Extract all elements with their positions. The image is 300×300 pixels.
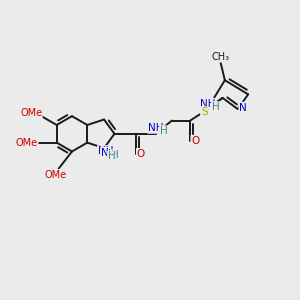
Text: NH: NH [200,99,215,109]
Text: NH: NH [98,146,113,156]
Text: OMe: OMe [20,109,42,118]
Text: O: O [191,136,200,146]
Text: NH: NH [98,148,113,158]
Text: OMe: OMe [16,138,38,148]
Text: OMe: OMe [45,170,67,180]
Text: CH₃: CH₃ [212,52,230,62]
Text: H: H [160,126,167,136]
Text: N: N [239,103,247,112]
Text: H: H [108,151,115,161]
Text: H: H [110,150,118,160]
Text: N: N [101,148,109,158]
Text: NH: NH [148,123,164,133]
Text: H: H [212,102,220,112]
Text: O: O [27,109,35,118]
Text: S: S [201,107,208,117]
Text: O: O [137,149,145,159]
Text: H: H [109,152,116,163]
